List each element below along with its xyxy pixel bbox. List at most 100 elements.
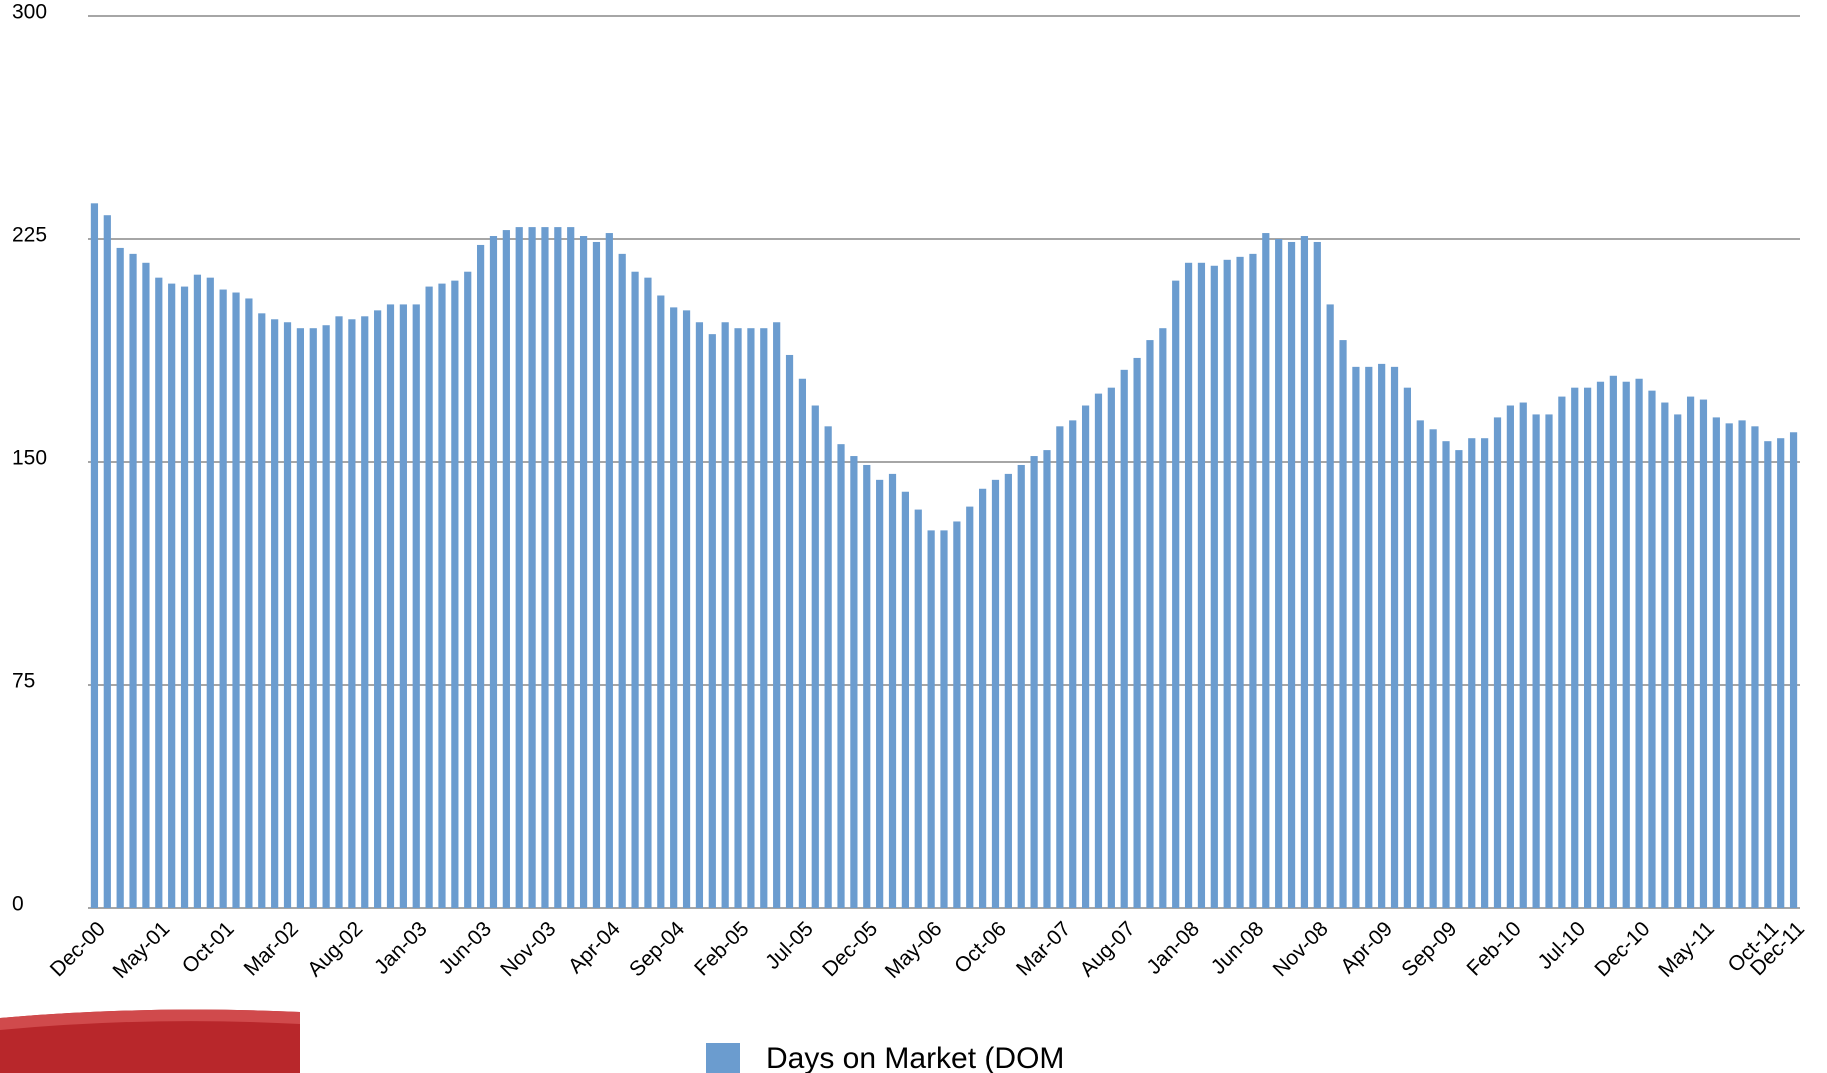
bar [515, 227, 523, 908]
bar [592, 241, 601, 908]
bar [464, 271, 472, 908]
bar [1764, 441, 1772, 908]
bar [1584, 387, 1592, 909]
y-tick-label: 0 [12, 893, 24, 916]
legend-swatch [706, 1043, 740, 1073]
bar [940, 530, 948, 908]
bar [863, 464, 871, 908]
bar [489, 236, 498, 908]
bar [837, 444, 845, 908]
x-tick-label: Apr-09 [1336, 917, 1397, 978]
bar [1146, 340, 1154, 908]
y-tick-label: 300 [12, 1, 47, 24]
bar [850, 456, 858, 908]
bar [1043, 450, 1051, 908]
bar [1609, 375, 1617, 909]
bar [1571, 387, 1579, 909]
bar [245, 298, 253, 908]
bar [438, 283, 446, 909]
bar [528, 227, 536, 908]
bar [695, 322, 704, 909]
bar [1094, 393, 1103, 908]
bar [155, 277, 163, 908]
bar [129, 253, 137, 908]
x-tick-label: Aug-02 [303, 917, 367, 981]
x-tick-label: Apr-04 [564, 917, 625, 978]
bar [1004, 473, 1012, 908]
bar [747, 328, 755, 908]
x-tick-label: Mar-07 [1012, 917, 1075, 980]
x-tick-label: Sep-09 [1397, 917, 1461, 981]
bar [386, 304, 395, 908]
bar [1352, 366, 1360, 908]
x-tick-label: Feb-10 [1463, 917, 1526, 980]
bar [232, 292, 240, 908]
bar [193, 274, 202, 908]
bar [90, 203, 99, 908]
bar [1223, 259, 1231, 908]
x-tick-label: Nov-03 [496, 917, 560, 981]
bar [953, 521, 961, 908]
legend-label: Days on Market (DOM [766, 1042, 1064, 1073]
bar [1789, 432, 1798, 908]
bar [1429, 429, 1437, 908]
x-tick-label: May-11 [1654, 917, 1719, 982]
bar [322, 325, 330, 908]
bar [180, 286, 189, 908]
decoration-highlight [0, 1009, 300, 1030]
bar [1056, 426, 1064, 908]
bar [361, 316, 369, 909]
bar [1622, 381, 1630, 909]
x-tick-label: Jun-03 [434, 917, 496, 979]
bar [773, 322, 781, 909]
bar [734, 328, 742, 908]
bar [1661, 402, 1669, 908]
bar [451, 280, 459, 908]
bar [1030, 456, 1038, 908]
bar [1339, 340, 1347, 908]
bar [1738, 420, 1746, 908]
bar [1442, 441, 1450, 908]
y-tick-label: 75 [12, 670, 35, 693]
bar [1326, 304, 1334, 908]
bar [927, 530, 935, 908]
bar [1172, 280, 1180, 908]
bar [1133, 357, 1141, 908]
bar [271, 319, 279, 908]
bar [476, 244, 485, 909]
y-tick-label: 225 [12, 224, 47, 247]
bar [1287, 241, 1296, 908]
x-tick-label: Dec-00 [46, 917, 110, 981]
bar [1107, 387, 1115, 909]
bar [631, 271, 639, 908]
bar [1403, 387, 1412, 909]
bar [682, 310, 691, 908]
x-tick-label: Jul-05 [761, 917, 818, 974]
bar [1210, 265, 1218, 908]
bar [1120, 369, 1128, 908]
bar [567, 227, 575, 908]
bar [991, 479, 1000, 908]
x-tick-label: Jun-08 [1207, 917, 1269, 979]
bar [309, 328, 317, 908]
bar [1712, 417, 1720, 908]
bar [579, 236, 588, 908]
bar [966, 506, 974, 908]
bar [258, 313, 266, 908]
bar [1506, 405, 1514, 908]
bar [785, 354, 794, 909]
bar [283, 322, 292, 909]
bar [1468, 438, 1476, 908]
bar [721, 322, 729, 909]
bar [1699, 399, 1708, 908]
x-tick-label: Jan-08 [1142, 917, 1204, 979]
bar [1197, 262, 1206, 909]
bar [1751, 426, 1759, 908]
bar [1725, 423, 1733, 908]
x-tick-label: Oct-06 [950, 917, 1011, 978]
bar [1532, 414, 1540, 908]
bar [1390, 366, 1399, 908]
bar [876, 479, 884, 908]
bar [1481, 438, 1489, 908]
